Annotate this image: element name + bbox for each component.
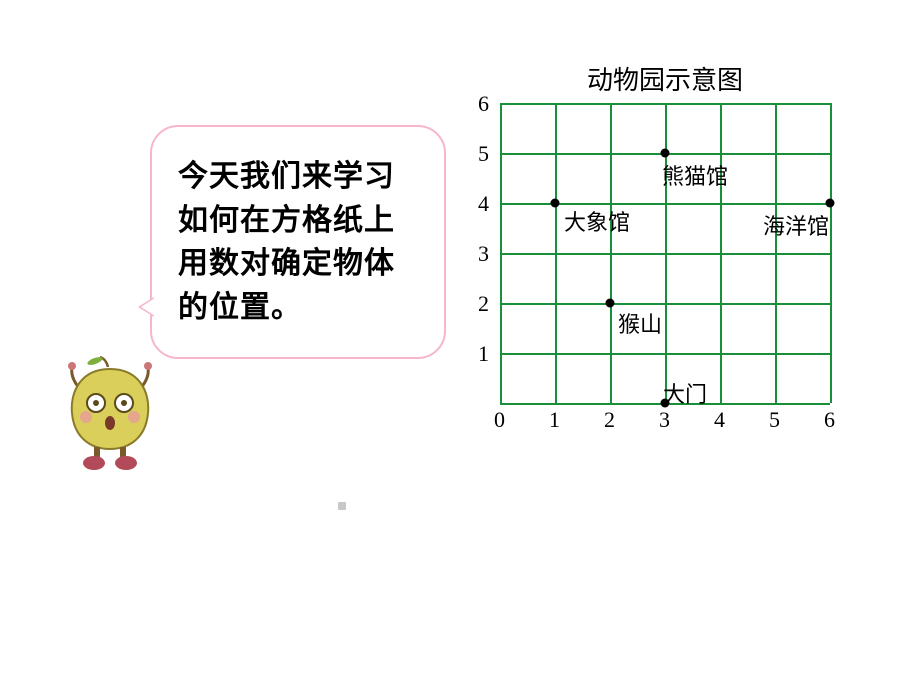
gridline-v <box>775 103 777 403</box>
x-tick-label: 5 <box>769 407 780 433</box>
gridline-h <box>500 303 830 305</box>
point-label: 猴山 <box>618 307 662 339</box>
y-tick-label: 2 <box>478 291 489 317</box>
gridline-v <box>720 103 722 403</box>
y-tick-label: 3 <box>478 241 489 267</box>
y-tick-label: 4 <box>478 191 489 217</box>
chart-title: 动物园示意图 <box>450 60 880 97</box>
x-tick-label: 1 <box>549 407 560 433</box>
data-point <box>826 199 835 208</box>
gridline-h <box>500 253 830 255</box>
point-label: 大象馆 <box>564 205 630 237</box>
grid-holder: 大象馆熊猫馆海洋馆猴山大门 1234560123456 <box>480 103 860 443</box>
y-tick-label: 1 <box>478 341 489 367</box>
gridline-v <box>830 103 832 403</box>
gridline-h <box>500 353 830 355</box>
slide: 今天我们来学习如何在方格纸上用数对确定物体的位置。 动物园示意图 大象馆熊猫馆海… <box>0 0 920 690</box>
x-tick-label: 2 <box>604 407 615 433</box>
x-tick-label: 0 <box>494 407 505 433</box>
y-tick-label: 6 <box>478 91 489 117</box>
point-label: 大门 <box>663 377 707 409</box>
coordinate-grid: 大象馆熊猫馆海洋馆猴山大门 <box>500 103 830 403</box>
x-tick-label: 6 <box>824 407 835 433</box>
speech-bubble: 今天我们来学习如何在方格纸上用数对确定物体的位置。 <box>150 125 446 359</box>
slide-marker <box>338 502 346 510</box>
apple-character <box>60 355 160 475</box>
x-tick-label: 3 <box>659 407 670 433</box>
y-tick-label: 5 <box>478 141 489 167</box>
zoo-chart: 动物园示意图 大象馆熊猫馆海洋馆猴山大门 1 2 3 4 5 6 0 1 2 3 4 5 6 <box>450 60 880 443</box>
point-label: 熊猫馆 <box>662 159 728 191</box>
point-label: 海洋馆 <box>763 209 829 241</box>
data-point <box>661 149 670 158</box>
x-tick-label: 4 <box>714 407 725 433</box>
data-point <box>551 199 560 208</box>
bubble-text: 今天我们来学习如何在方格纸上用数对确定物体的位置。 <box>178 160 395 324</box>
data-point <box>606 299 615 308</box>
